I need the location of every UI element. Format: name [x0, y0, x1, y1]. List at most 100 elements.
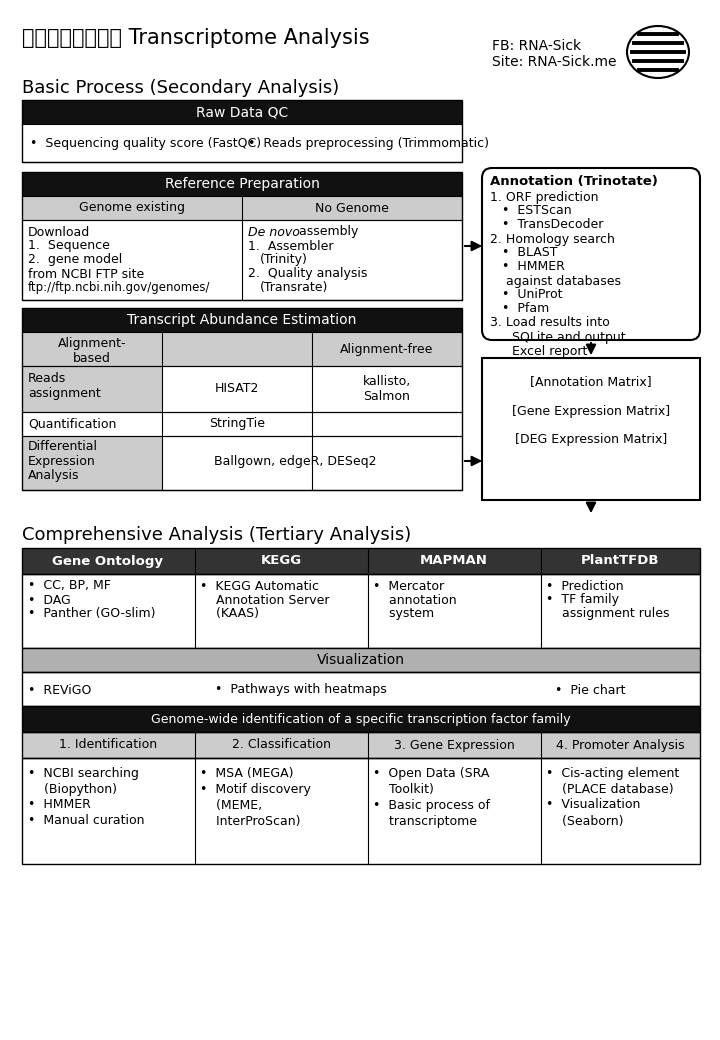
- Text: Analysis: Analysis: [28, 468, 79, 482]
- Bar: [482, 358, 700, 500]
- Bar: [22, 648, 700, 672]
- Text: Basic Process (Secondary Analysis): Basic Process (Secondary Analysis): [22, 79, 339, 97]
- Text: 2. Homology search: 2. Homology search: [490, 233, 615, 245]
- Text: annotation: annotation: [373, 594, 456, 606]
- Bar: [541, 548, 700, 574]
- Bar: [22, 548, 195, 574]
- Text: FB: RNA-Sick: FB: RNA-Sick: [492, 38, 581, 53]
- Text: 3. Load results into: 3. Load results into: [490, 316, 610, 330]
- Bar: [22, 332, 162, 366]
- Text: 3. Gene Expression: 3. Gene Expression: [394, 738, 514, 752]
- Text: 1. ORF prediction: 1. ORF prediction: [490, 190, 598, 204]
- Bar: [22, 548, 700, 574]
- Text: •  KEGG Automatic: • KEGG Automatic: [200, 579, 319, 593]
- Text: Alignment-: Alignment-: [58, 338, 126, 350]
- Text: (MEME,: (MEME,: [200, 799, 262, 811]
- Text: PlantTFDB: PlantTFDB: [581, 554, 660, 568]
- Text: (PLACE database): (PLACE database): [546, 782, 674, 796]
- Text: against databases: against databases: [490, 275, 621, 287]
- Text: based: based: [73, 352, 111, 364]
- Text: •  Panther (GO-slim): • Panther (GO-slim): [28, 607, 156, 621]
- Text: (Seaborn): (Seaborn): [546, 814, 624, 828]
- Text: 1. Identification: 1. Identification: [59, 738, 157, 752]
- Text: (Biopython): (Biopython): [28, 782, 117, 796]
- Bar: [22, 706, 700, 732]
- Text: Genome existing: Genome existing: [79, 202, 185, 214]
- Text: assignment: assignment: [28, 387, 101, 399]
- Text: assembly: assembly: [295, 226, 359, 238]
- Text: Transcript Abundance Estimation: Transcript Abundance Estimation: [127, 313, 356, 327]
- Text: No Genome: No Genome: [315, 202, 389, 214]
- Text: Differential: Differential: [28, 441, 98, 453]
- Text: •  Visualization: • Visualization: [546, 799, 640, 811]
- Text: InterProScan): InterProScan): [200, 814, 300, 828]
- Text: system: system: [373, 607, 434, 621]
- Text: MAPMAN: MAPMAN: [420, 554, 488, 568]
- Text: •  Cis-acting element: • Cis-acting element: [546, 766, 679, 780]
- Text: [Annotation Matrix]: [Annotation Matrix]: [530, 375, 652, 389]
- Bar: [22, 706, 700, 732]
- Bar: [22, 308, 462, 490]
- Bar: [162, 332, 312, 366]
- Text: •  Pathways with heatmaps: • Pathways with heatmaps: [215, 683, 387, 697]
- Text: (Transrate): (Transrate): [260, 282, 328, 294]
- Text: •  Mercator: • Mercator: [373, 579, 444, 593]
- Bar: [368, 732, 541, 758]
- Bar: [22, 100, 462, 124]
- Text: •  Sequencing quality score (FastQC): • Sequencing quality score (FastQC): [30, 137, 261, 151]
- Text: HISAT2: HISAT2: [215, 382, 259, 394]
- Bar: [22, 648, 700, 672]
- Text: Site: RNA-Sick.me: Site: RNA-Sick.me: [492, 55, 616, 69]
- Text: Reads: Reads: [28, 372, 66, 386]
- Text: [Gene Expression Matrix]: [Gene Expression Matrix]: [512, 405, 670, 417]
- Text: •  Manual curation: • Manual curation: [28, 814, 145, 828]
- Text: transcriptome: transcriptome: [373, 814, 477, 828]
- Bar: [541, 732, 700, 758]
- Text: •  REViGO: • REViGO: [28, 683, 91, 697]
- Text: •  HMMER: • HMMER: [28, 799, 91, 811]
- Bar: [22, 172, 462, 300]
- Bar: [22, 366, 162, 412]
- Text: •  Basic process of: • Basic process of: [373, 799, 490, 811]
- Text: Toolkit): Toolkit): [373, 782, 434, 796]
- Text: •  TF family: • TF family: [546, 594, 619, 606]
- Text: •  BLAST: • BLAST: [502, 246, 557, 260]
- Bar: [22, 574, 700, 648]
- Text: Visualization: Visualization: [317, 653, 405, 667]
- Text: Annotation (Trinotate): Annotation (Trinotate): [490, 176, 658, 188]
- Text: •  Motif discovery: • Motif discovery: [200, 782, 311, 796]
- Text: 1.  Assembler: 1. Assembler: [248, 239, 333, 253]
- Text: Alignment-free: Alignment-free: [341, 342, 433, 356]
- Text: •  TransDecoder: • TransDecoder: [502, 218, 603, 232]
- Text: Ballgown, edgeR, DESeq2: Ballgown, edgeR, DESeq2: [214, 454, 377, 468]
- Text: [DEG Expression Matrix]: [DEG Expression Matrix]: [515, 434, 667, 446]
- Ellipse shape: [627, 26, 689, 78]
- Text: KEGG: KEGG: [261, 554, 302, 568]
- Bar: [368, 548, 541, 574]
- Text: •  UniProt: • UniProt: [502, 288, 562, 302]
- Text: (KAAS): (KAAS): [200, 607, 259, 621]
- Text: 1.  Sequence: 1. Sequence: [28, 239, 110, 253]
- Text: Comprehensive Analysis (Tertiary Analysis): Comprehensive Analysis (Tertiary Analysi…: [22, 526, 411, 544]
- Text: •  NCBI searching: • NCBI searching: [28, 766, 139, 780]
- Bar: [22, 172, 462, 196]
- Text: ftp://ftp.ncbi.nih.gov/genomes/: ftp://ftp.ncbi.nih.gov/genomes/: [28, 282, 210, 294]
- Text: Excel report: Excel report: [500, 344, 588, 358]
- Bar: [22, 196, 242, 220]
- Text: 2. Classification: 2. Classification: [232, 738, 330, 752]
- Text: •  CC, BP, MF: • CC, BP, MF: [28, 579, 111, 593]
- Text: 園藝學研究法四： Transcriptome Analysis: 園藝學研究法四： Transcriptome Analysis: [22, 28, 369, 48]
- Text: Genome-wide identification of a specific transcription factor family: Genome-wide identification of a specific…: [151, 712, 571, 726]
- Text: •  DAG: • DAG: [28, 594, 71, 606]
- Bar: [22, 732, 700, 758]
- Text: kallisto,: kallisto,: [363, 375, 411, 389]
- Text: Gene Ontology: Gene Ontology: [53, 554, 163, 568]
- Text: 2.  gene model: 2. gene model: [28, 254, 122, 266]
- Text: •  ESTScan: • ESTScan: [502, 205, 572, 217]
- Text: StringTie: StringTie: [209, 417, 265, 431]
- Text: Annotation Server: Annotation Server: [200, 594, 330, 606]
- Text: Expression: Expression: [28, 454, 96, 468]
- Text: Reference Preparation: Reference Preparation: [165, 177, 320, 191]
- Bar: [22, 436, 162, 490]
- Text: 4. Promoter Analysis: 4. Promoter Analysis: [556, 738, 684, 752]
